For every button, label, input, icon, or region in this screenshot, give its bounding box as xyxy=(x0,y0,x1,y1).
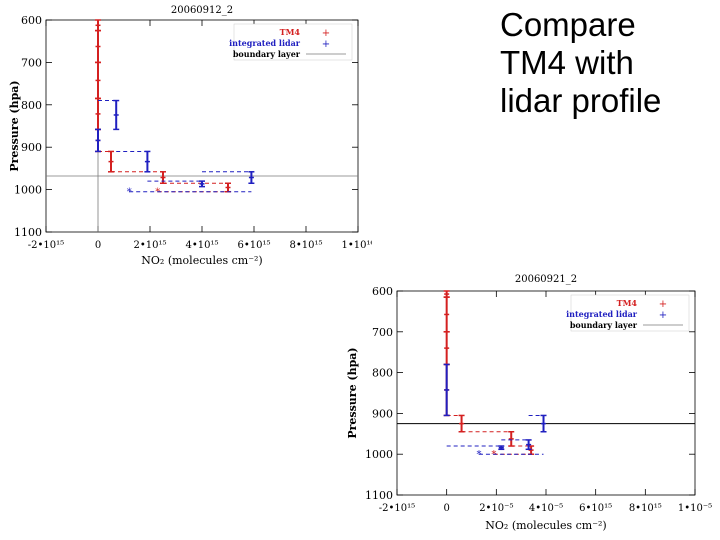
y-tick-label: 900 xyxy=(372,407,393,420)
x-tick-label: 2•10¹⁵ xyxy=(133,240,166,251)
y-tick-label: 800 xyxy=(21,99,42,112)
x-tick-label: 6•10¹⁵ xyxy=(579,503,612,514)
y-tick-label: 700 xyxy=(21,56,42,69)
legend-plus-marker: + xyxy=(659,299,667,310)
legend-label: integrated lidar xyxy=(229,38,301,48)
y-tick-label: 1100 xyxy=(365,489,393,502)
y-tick-label: 800 xyxy=(372,367,393,380)
y-tick-label: 1000 xyxy=(14,184,42,197)
x-tick-label: -2•10¹⁵ xyxy=(379,503,415,514)
tm4-surface-marker: * xyxy=(491,450,496,461)
y-tick-label: 1000 xyxy=(365,448,393,461)
lidar-surface-marker: * xyxy=(476,450,481,461)
chart-title: 20060912_2 xyxy=(171,5,233,16)
x-tick-label: 8•10¹⁵ xyxy=(289,240,322,251)
chart-20060921: 20060921_2 600 700 800 900 1000 1100-2•10¹⁵ 0 2•… xyxy=(346,274,712,532)
x-tick-label: 1•10¹⁶ xyxy=(341,240,372,251)
x-tick-label: 0 xyxy=(443,503,449,514)
legend-label: TM4 xyxy=(617,298,638,308)
x-tick-label: 4•10¹⁵ xyxy=(185,240,218,251)
slide-title-line-2: TM4 with xyxy=(500,44,634,81)
legend-label: boundary layer xyxy=(233,49,301,59)
y-tick-label: 900 xyxy=(21,141,42,154)
legend-label: TM4 xyxy=(280,27,301,37)
x-tick-label: 0 xyxy=(95,240,101,251)
tm4-surface-marker: * xyxy=(155,187,160,198)
x-tick-label: -2•10¹⁵ xyxy=(28,240,64,251)
y-axis-label: Pressure (hpa) xyxy=(8,80,21,171)
y-tick-label: 1100 xyxy=(14,226,42,239)
x-tick-label: 1•10⁻⁵ xyxy=(678,503,712,514)
slide-title-line-1: Compare xyxy=(500,6,636,43)
y-axis-label: Pressure (hpa) xyxy=(346,347,359,438)
x-axis-label: NO₂ (molecules cm⁻²) xyxy=(141,254,262,267)
y-tick-label: 700 xyxy=(372,326,393,339)
legend-plus-marker: + xyxy=(322,28,330,39)
lidar-surface-marker: * xyxy=(127,187,132,198)
slide-title-line-3: lidar profile xyxy=(500,82,662,119)
x-tick-label: 2•10⁻⁵ xyxy=(479,503,513,514)
slide-title: Compare TM4 with lidar profile xyxy=(500,6,715,120)
x-axis-label: NO₂ (molecules cm⁻²) xyxy=(485,519,606,532)
chart-title: 20060921_2 xyxy=(515,274,577,285)
x-tick-label: 6•10¹⁵ xyxy=(237,240,270,251)
legend-plus-marker: + xyxy=(659,310,667,321)
legend-label: integrated lidar xyxy=(566,309,638,319)
chart-20060912: 20060912_2 600 700 800 900 1000 1100-2•10¹⁵ 0 2•… xyxy=(8,5,372,267)
legend-label: boundary layer xyxy=(570,320,638,330)
legend-plus-marker: + xyxy=(322,39,330,50)
y-tick-label: 600 xyxy=(21,14,42,27)
x-tick-label: 8•10¹⁵ xyxy=(629,503,662,514)
y-tick-label: 600 xyxy=(372,285,393,298)
x-tick-label: 4•10⁻⁵ xyxy=(529,503,563,514)
